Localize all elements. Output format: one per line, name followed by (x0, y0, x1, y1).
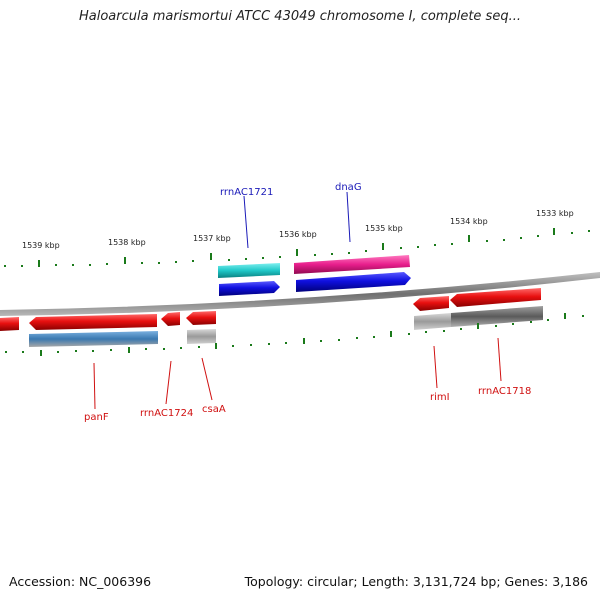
gene-label-rrnAC1724[interactable]: rrnAC1724 (140, 408, 193, 419)
gene-rrnAC1721-cds[interactable] (219, 281, 280, 296)
ruler-label: 1535 kbp (365, 224, 403, 233)
map-title: Haloarcula marismortui ATCC 43049 chromo… (79, 9, 521, 24)
genome-backbone (0, 272, 600, 316)
gene-dnaG-cds[interactable] (296, 272, 411, 292)
gene-label-csaA[interactable]: csaA (202, 404, 226, 415)
gene-panF-cds[interactable] (29, 314, 157, 330)
inner-ruler-ticks (5, 313, 584, 356)
ruler-label: 1533 kbp (536, 209, 574, 218)
gene-label-dnaG[interactable]: dnaG (335, 182, 362, 193)
ruler-label: 1536 kbp (279, 230, 317, 239)
gene-csaA-cds[interactable] (186, 311, 216, 325)
accession-label: Accession: NC_006396 (9, 574, 152, 589)
gene-rimI-cds[interactable] (413, 296, 449, 311)
ruler-label: 1537 kbp (193, 234, 231, 243)
gene-left-edge-cds[interactable] (0, 317, 19, 331)
gene-rrnAC1721-teal[interactable] (218, 263, 280, 278)
genome-summary: Topology: circular; Length: 3,131,724 bp… (244, 574, 588, 589)
ruler-label: 1539 kbp (22, 241, 60, 250)
gene-rrnAC1718-dark[interactable] (451, 306, 543, 327)
gene-panF-steel[interactable] (29, 331, 158, 347)
ruler-label: 1538 kbp (108, 238, 146, 247)
gene-rrnAC1724-cds[interactable] (161, 312, 180, 326)
gene-rimI-grey[interactable] (414, 313, 451, 330)
gene-rrnAC1718-cds[interactable] (450, 288, 541, 307)
gene-label-rrnAC1721[interactable]: rrnAC1721 (220, 187, 273, 198)
callout-lines (93, 191, 502, 410)
gene-label-rimI[interactable]: rimI (430, 392, 450, 403)
gene-csaA-grey[interactable] (187, 329, 216, 344)
gene-label-rrnAC1718[interactable]: rrnAC1718 (478, 386, 531, 397)
gene-label-panF[interactable]: panF (84, 412, 109, 423)
ruler-label: 1534 kbp (450, 217, 488, 226)
gene-dnaG-pink[interactable] (294, 255, 410, 274)
outer-ruler-ticks (4, 228, 590, 267)
